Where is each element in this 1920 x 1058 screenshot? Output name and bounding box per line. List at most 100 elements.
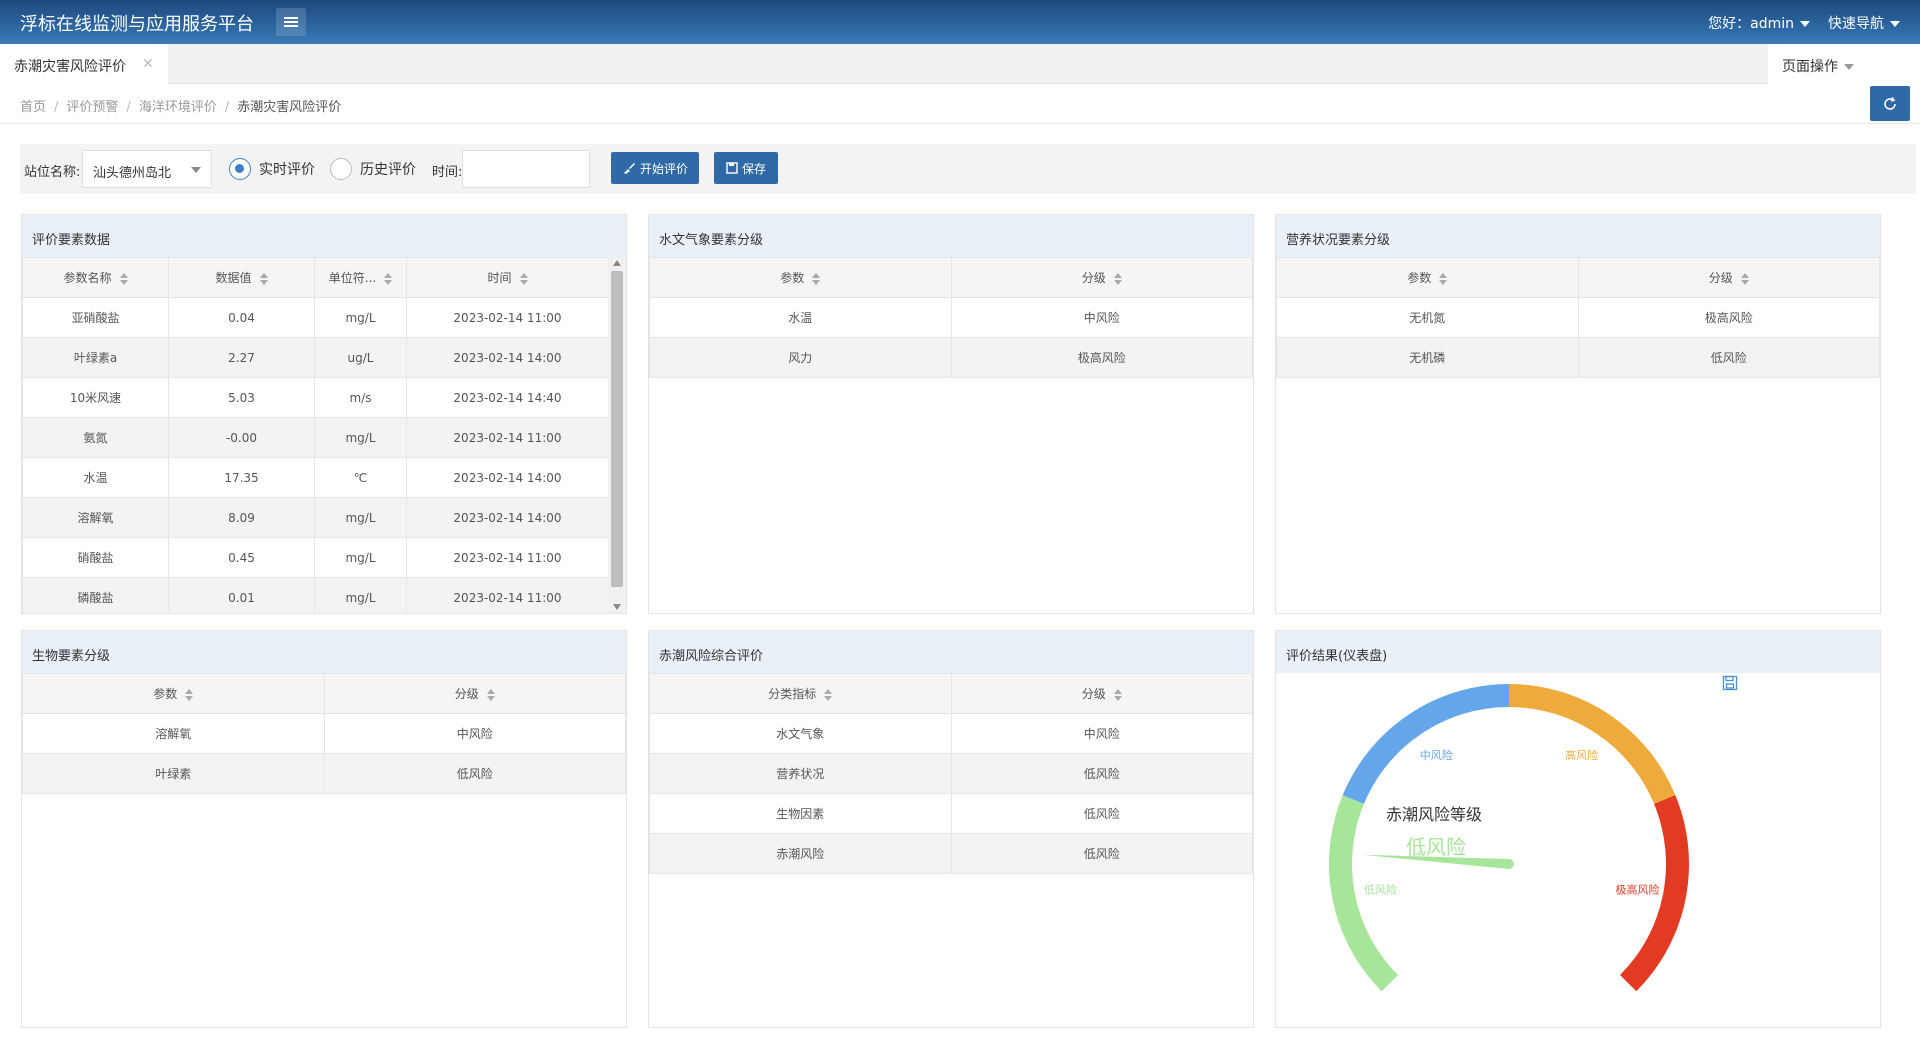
table-row[interactable]: 叶绿素 低风险: [22, 753, 626, 794]
table-row[interactable]: 氨氮 -0.00 mg/L 2023-02-14 11:00: [22, 417, 609, 458]
quick-nav-menu[interactable]: 快速导航: [1828, 13, 1900, 33]
sort-icon[interactable]: [1439, 272, 1448, 285]
table-row[interactable]: 无机磷 低风险: [1276, 337, 1880, 378]
station-select[interactable]: 汕头德州岛北: [82, 150, 212, 188]
station-value: 汕头德州岛北: [93, 166, 172, 181]
sort-icon[interactable]: [185, 688, 194, 701]
chevron-down-icon: [1890, 21, 1900, 27]
column-header[interactable]: 参数: [1276, 257, 1579, 298]
table-row[interactable]: 无机氮 极高风险: [1276, 297, 1880, 338]
breadcrumb-home[interactable]: 首页: [20, 100, 47, 115]
radio-realtime[interactable]: [229, 158, 251, 180]
sort-icon[interactable]: [519, 272, 528, 285]
column-header-label: 单位符...: [328, 271, 377, 285]
sort-icon[interactable]: [812, 272, 821, 285]
radio-history[interactable]: [330, 158, 352, 180]
table-row[interactable]: 水温 中风险: [649, 297, 1253, 338]
table-row[interactable]: 叶绿素a 2.27 ug/L 2023-02-14 14:00: [22, 337, 609, 378]
close-icon[interactable]: ✕: [142, 56, 154, 72]
table-cell: 2.27: [168, 337, 315, 378]
table-cell: 2023-02-14 14:40: [406, 377, 609, 418]
table-row[interactable]: 水文气象 中风险: [649, 713, 1253, 754]
column-header[interactable]: 分级: [323, 673, 626, 714]
table-row[interactable]: 10米风速 5.03 m/s 2023-02-14 14:40: [22, 377, 609, 418]
table-cell: 溶解氧: [22, 713, 325, 754]
table-cell: 中风险: [950, 713, 1253, 754]
table-row[interactable]: 溶解氧 中风险: [22, 713, 626, 754]
table-row[interactable]: 风力 极高风险: [649, 337, 1253, 378]
breadcrumb: 首页 / 评价预警 / 海洋环境评价 / 赤潮灾害风险评价: [20, 100, 342, 115]
page-ops-label: 页面操作: [1782, 59, 1838, 75]
sort-icon[interactable]: [384, 272, 393, 285]
column-header-label: 分类指标: [768, 687, 817, 701]
table-cell: 水温: [649, 297, 952, 338]
column-header[interactable]: 时间: [406, 257, 609, 298]
sort-icon[interactable]: [259, 272, 268, 285]
column-header-label: 参数: [780, 271, 805, 285]
sort-icon[interactable]: [1113, 688, 1122, 701]
table-cell: 低风险: [950, 793, 1253, 834]
refresh-button[interactable]: [1870, 86, 1910, 121]
column-header[interactable]: 数据值: [168, 257, 315, 298]
table-cell: 营养状况: [649, 753, 952, 794]
column-header[interactable]: 分级: [950, 673, 1253, 714]
table-row[interactable]: 水温 17.35 ℃ 2023-02-14 14:00: [22, 457, 609, 498]
table-cell: 氨氮: [22, 417, 169, 458]
column-header[interactable]: 分级: [950, 257, 1253, 298]
start-evaluation-button[interactable]: 开始评价: [611, 152, 699, 184]
panel-title: 评价要素数据: [22, 215, 626, 257]
column-header[interactable]: 分类指标: [649, 673, 952, 714]
panel-title: 赤潮风险综合评价: [649, 631, 1253, 673]
gauge-arc-very-high: [1620, 795, 1689, 992]
table-row[interactable]: 营养状况 低风险: [649, 753, 1253, 794]
page-operations-menu[interactable]: 页面操作: [1768, 44, 1920, 84]
panel-hydro-grading: 水文气象要素分级 参数 分级 水温 中风险 风力 极高风险: [648, 214, 1254, 614]
table-row[interactable]: 赤潮风险 低风险: [649, 833, 1253, 874]
table-row[interactable]: 磷酸盐 0.01 mg/L 2023-02-14 11:00: [22, 577, 609, 613]
column-header[interactable]: 参数: [649, 257, 952, 298]
table-cell: 低风险: [323, 753, 626, 794]
scroll-up-icon[interactable]: [613, 260, 621, 266]
table-row[interactable]: 硝酸盐 0.45 mg/L 2023-02-14 11:00: [22, 537, 609, 578]
table-cell: 0.04: [168, 297, 315, 338]
scroll-down-icon[interactable]: [613, 604, 621, 610]
gauge-arc-low: [1329, 795, 1398, 992]
column-header[interactable]: 单位符...: [314, 257, 407, 298]
panel-bio-grading: 生物要素分级 参数 分级 溶解氧 中风险 叶绿素 低风险: [21, 630, 627, 1028]
column-header-label: 参数名称: [63, 271, 112, 285]
table-scrollbar[interactable]: [608, 257, 626, 613]
table-row[interactable]: 亚硝酸盐 0.04 mg/L 2023-02-14 11:00: [22, 297, 609, 338]
menu-toggle-button[interactable]: [276, 8, 306, 36]
sort-icon[interactable]: [1113, 272, 1122, 285]
gauge-arc-high: [1509, 684, 1676, 804]
breadcrumb-marine-env[interactable]: 海洋环境评价: [138, 100, 217, 115]
sort-icon[interactable]: [1740, 272, 1749, 285]
gauge-arc-medium: [1342, 684, 1509, 804]
tab-red-tide-risk[interactable]: 赤潮灾害风险评价 ✕: [0, 44, 168, 84]
user-menu[interactable]: 您好：admin: [1708, 13, 1810, 33]
table-cell: mg/L: [314, 297, 407, 338]
table-cell: 无机氮: [1276, 297, 1579, 338]
time-input[interactable]: [462, 150, 590, 188]
radio-history-label: 历史评价: [360, 162, 416, 178]
table-row[interactable]: 溶解氧 8.09 mg/L 2023-02-14 14:00: [22, 497, 609, 538]
filter-toolbar: 站位名称: 汕头德州岛北 实时评价 历史评价 时间: 开始评价 保存: [20, 144, 1916, 194]
sort-icon[interactable]: [824, 688, 833, 701]
save-button[interactable]: 保存: [714, 152, 778, 184]
table-row[interactable]: 生物因素 低风险: [649, 793, 1253, 834]
column-header[interactable]: 参数名称: [22, 257, 169, 298]
sort-icon[interactable]: [119, 272, 128, 285]
hamburger-icon: [284, 17, 298, 27]
table-cell: -0.00: [168, 417, 315, 458]
chevron-down-icon: [1800, 21, 1810, 27]
scroll-thumb[interactable]: [611, 271, 623, 587]
breadcrumb-eval-warning[interactable]: 评价预警: [66, 100, 119, 115]
save-image-icon[interactable]: [1722, 675, 1738, 691]
table-cell: 中风险: [323, 713, 626, 754]
table-cell: 极高风险: [1577, 297, 1880, 338]
table-cell: 2023-02-14 11:00: [406, 297, 609, 338]
column-header[interactable]: 分级: [1577, 257, 1880, 298]
sort-icon[interactable]: [486, 688, 495, 701]
column-header[interactable]: 参数: [22, 673, 325, 714]
